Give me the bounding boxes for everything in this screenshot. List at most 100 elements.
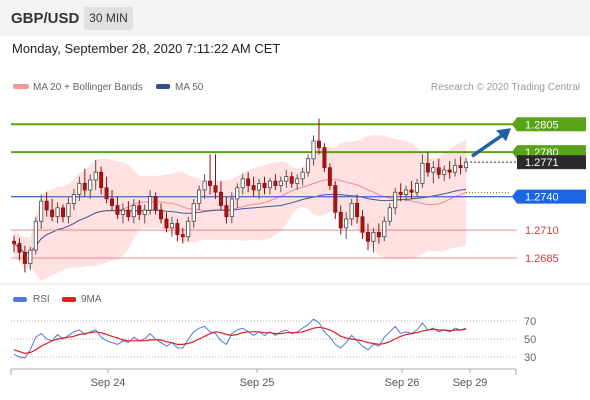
candle <box>420 154 425 188</box>
candle <box>360 210 365 240</box>
candle-body-up <box>311 140 316 160</box>
support-label: 1.2740 <box>525 192 559 204</box>
candle-body-up <box>131 205 136 218</box>
current-price-label: 1.2771 <box>525 157 559 169</box>
candle <box>273 174 278 190</box>
support-label-tag <box>512 189 586 204</box>
candle-body-down <box>82 182 87 191</box>
candle-body-down <box>289 176 294 184</box>
candle-body-up <box>382 220 387 238</box>
candle-body-down <box>398 191 403 195</box>
candle <box>257 178 262 199</box>
candle <box>55 202 60 224</box>
candle-body-down <box>99 171 104 189</box>
time-tick-label: Sep 25 <box>240 377 275 389</box>
candle-body-down <box>22 252 27 264</box>
rsi-ma-legend-label: 9MA <box>81 294 102 305</box>
candle-body-down <box>110 198 115 206</box>
candle <box>126 201 131 222</box>
candle <box>202 174 207 199</box>
candle <box>115 196 120 219</box>
candle <box>186 216 191 242</box>
rsi-line <box>13 318 467 359</box>
candle-body-down <box>153 196 158 211</box>
candle-body-down <box>458 165 463 169</box>
candle <box>425 152 430 177</box>
symbol-title: GBP/USD <box>11 10 80 27</box>
candle-body-up <box>278 180 283 186</box>
candle-body-up <box>186 220 191 238</box>
candle-body-up <box>235 187 240 200</box>
time-tick-label: Sep 29 <box>453 377 488 389</box>
candle-body-down <box>262 182 267 189</box>
time-tick-label: Sep 26 <box>385 377 420 389</box>
candle <box>300 167 305 186</box>
ma50-legend-label: MA 50 <box>175 82 204 93</box>
current-price-tag <box>517 155 586 170</box>
candle <box>289 172 294 188</box>
candle-body-up <box>453 165 458 173</box>
rsi-chart: 70 50 30 <box>11 316 536 364</box>
candle <box>404 185 409 202</box>
resistance-label: 1.2805 <box>525 119 559 131</box>
candle-body-down <box>208 180 213 186</box>
candle <box>137 200 142 221</box>
candle-body-up <box>267 180 272 189</box>
timestamp: Monday, September 28, 2020 7:11:22 AM CE… <box>12 41 281 56</box>
candle <box>284 169 289 188</box>
candle-body-down <box>115 205 120 215</box>
candle <box>159 203 164 224</box>
candle-body-up <box>77 182 82 195</box>
candle-body-down <box>12 240 16 244</box>
candle-body-down <box>360 216 365 233</box>
time-axis-labels: Sep 24 Sep 25 Sep 26 Sep 29 <box>91 369 488 389</box>
candle-body-down <box>61 207 65 218</box>
time-tick-label: Sep 24 <box>91 377 126 389</box>
bollinger-band <box>14 135 466 281</box>
candle-body-up <box>93 171 98 181</box>
candle <box>431 161 436 184</box>
candle <box>39 194 44 229</box>
rsi-tick-label: 70 <box>524 316 536 328</box>
candle-body-up <box>371 231 376 242</box>
candle-body-down <box>159 209 164 220</box>
ma50-legend-swatch <box>156 84 170 89</box>
candle <box>82 168 87 197</box>
candle <box>77 176 82 202</box>
candle <box>376 223 381 244</box>
candle-body-down <box>273 180 278 186</box>
candle-body-up <box>442 169 447 175</box>
candle-body-down <box>50 209 55 218</box>
candle-body-down <box>436 167 441 175</box>
candle-body-up <box>431 167 436 173</box>
candle <box>382 216 387 242</box>
candle <box>464 157 468 173</box>
ma20-legend-label: MA 20 + Bollinger Bands <box>33 82 143 93</box>
timeframe-badge[interactable]: 30 MIN <box>84 7 133 30</box>
candle-body-down <box>218 191 223 206</box>
candle <box>240 174 245 195</box>
candle-body-up <box>240 178 245 189</box>
candle-body-up <box>191 203 196 222</box>
credit-text: Research © 2020 Trading Central <box>431 82 580 93</box>
candle <box>295 174 300 190</box>
candle-body-up <box>202 180 207 191</box>
candle-body-up <box>404 189 409 195</box>
candle-body-up <box>39 200 44 222</box>
candle <box>267 177 272 195</box>
candle-body-down <box>164 218 169 229</box>
rsi-ma-line <box>13 326 467 355</box>
candle-body-up <box>295 178 300 184</box>
candle-body-up <box>28 249 33 264</box>
candle <box>131 198 136 224</box>
candle-body-up <box>55 207 60 218</box>
rsi-tick-label: 50 <box>524 334 536 346</box>
candle-body-down <box>251 185 256 191</box>
candle <box>120 203 125 224</box>
candle <box>153 192 158 215</box>
candle-body-down <box>333 185 338 213</box>
candle <box>22 245 27 273</box>
candle-body-up <box>257 182 262 191</box>
